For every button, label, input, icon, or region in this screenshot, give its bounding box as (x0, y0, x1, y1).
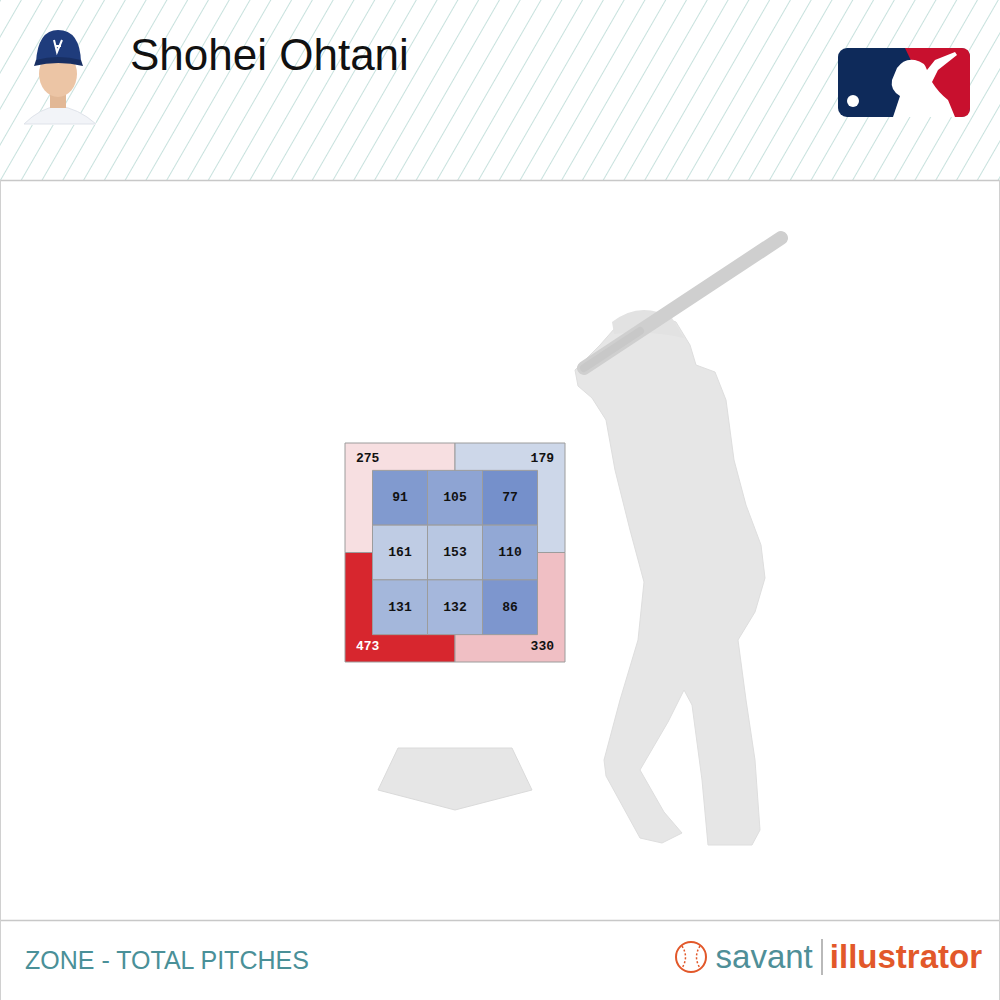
svg-text:105: 105 (443, 490, 467, 505)
svg-text:132: 132 (443, 600, 467, 615)
html-text:savant: savant (715, 938, 813, 975)
svg-text:91: 91 (392, 490, 408, 505)
svg-text:77: 77 (502, 490, 518, 505)
html-text:ZONE - TOTAL PITCHES: ZONE - TOTAL PITCHES (25, 946, 309, 974)
html-text:Shohei Ohtani: Shohei Ohtani (130, 30, 409, 79)
svg-text:473: 473 (356, 639, 380, 654)
svg-text:131: 131 (388, 600, 412, 615)
svg-text:86: 86 (502, 600, 518, 615)
svg-text:161: 161 (388, 545, 412, 560)
svg-text:110: 110 (498, 545, 522, 560)
svg-text:153: 153 (443, 545, 467, 560)
svg-text:330: 330 (531, 639, 555, 654)
svg-text:275: 275 (356, 451, 380, 466)
html-text:illustrator: illustrator (829, 938, 982, 975)
svg-text:179: 179 (531, 451, 555, 466)
